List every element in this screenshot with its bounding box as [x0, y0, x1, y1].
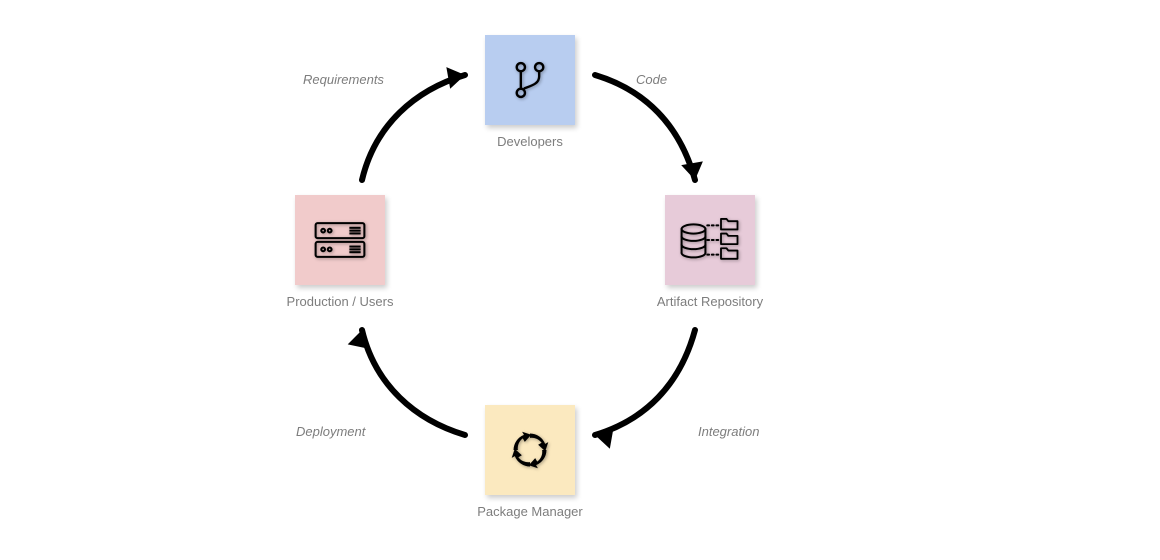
node-package-label: Package Manager [460, 504, 600, 520]
node-developers-label: Developers [460, 134, 600, 150]
node-developers [485, 35, 575, 125]
node-artifact [665, 195, 755, 285]
cycle-diagram: Developers [0, 0, 1160, 560]
node-package [485, 405, 575, 495]
node-artifact-label: Artifact Repository [640, 294, 780, 310]
edge-label-integration: Integration [698, 424, 759, 439]
edge-label-requirements: Requirements [303, 72, 384, 87]
cycle-arrows-icon [504, 424, 556, 476]
repository-icon [677, 212, 743, 268]
git-branch-icon [508, 58, 552, 102]
node-production [295, 195, 385, 285]
edge-label-deployment: Deployment [296, 424, 365, 439]
arrows-layer [0, 0, 1160, 560]
node-production-label: Production / Users [270, 294, 410, 310]
servers-icon [310, 216, 370, 264]
edge-label-code: Code [636, 72, 667, 87]
